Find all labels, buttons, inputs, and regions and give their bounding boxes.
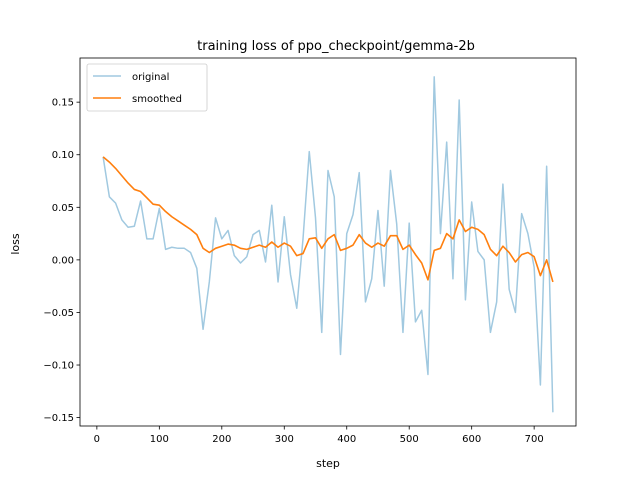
- series-line-original: [102, 76, 554, 413]
- x-tick-label: 0: [94, 434, 100, 445]
- legend-label-original: original: [132, 72, 169, 83]
- y-axis-ticks: −0.15 −0.10 −0.05 0.00 0.05 0.10 0.15: [43, 98, 80, 424]
- y-tick-label: −0.15: [43, 413, 74, 424]
- series-line-smoothed: [102, 156, 554, 283]
- x-tick-label: 500: [400, 434, 419, 445]
- y-tick-label: −0.05: [43, 308, 74, 319]
- axes-frame: [79, 57, 577, 427]
- x-tick-label: 200: [212, 434, 231, 445]
- x-tick-label: 100: [150, 434, 169, 445]
- x-tick-label: 700: [525, 434, 544, 445]
- y-tick-label: 0.00: [52, 255, 74, 266]
- legend-label-smoothed: smoothed: [132, 94, 182, 105]
- y-tick-label: 0.15: [52, 98, 74, 109]
- chart-title: training loss of ppo_checkpoint/gemma-2b: [197, 39, 475, 54]
- x-tick-label: 300: [275, 434, 294, 445]
- y-tick-label: −0.10: [43, 361, 74, 372]
- y-axis-label: loss: [9, 233, 22, 255]
- x-axis-ticks: 0 100 200 300 400 500 600 700: [94, 426, 544, 445]
- y-tick-label: 0.05: [52, 203, 74, 214]
- y-tick-label: 0.10: [52, 150, 74, 161]
- x-axis-label: step: [316, 457, 340, 470]
- x-tick-label: 400: [337, 434, 356, 445]
- x-tick-label: 600: [462, 434, 481, 445]
- legend: original smoothed: [86, 63, 208, 112]
- plot-area: [79, 57, 577, 427]
